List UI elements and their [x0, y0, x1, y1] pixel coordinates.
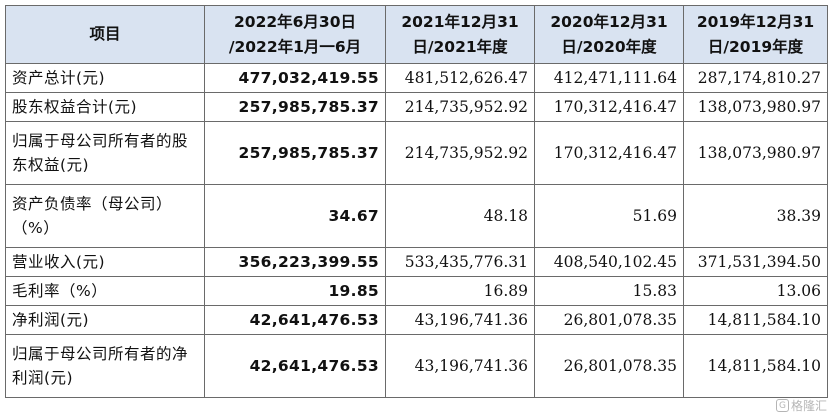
value-cell: 42,641,476.53 [204, 334, 386, 398]
header-2022h1: 2022年6月30日/2022年1月一6月 [204, 5, 386, 64]
value-cell: 477,032,419.55 [204, 63, 386, 93]
header-2021: 2021年12月31 日/2021年度 [385, 5, 535, 64]
header-2020: 2020年12月31 日/2020年度 [534, 5, 684, 64]
value-cell: 51.69 [534, 184, 684, 248]
row-label: 归属于母公司所有者的股东权益(元) [5, 121, 205, 185]
table-row: 资产负债率（母公司）（%） 34.67 48.18 51.69 38.39 [5, 184, 828, 248]
value-cell: 16.89 [385, 276, 535, 306]
value-cell: 34.67 [204, 184, 386, 248]
value-cell: 14,811,584.10 [683, 334, 828, 398]
table-row: 资产总计(元) 477,032,419.55 481,512,626.47 41… [5, 63, 828, 93]
value-cell: 43,196,741.36 [385, 305, 535, 335]
value-cell: 42,641,476.53 [204, 305, 386, 335]
value-cell: 257,985,785.37 [204, 121, 386, 185]
table-row: 毛利率（%） 19.85 16.89 15.83 13.06 [5, 276, 828, 306]
row-label: 营业收入(元) [5, 247, 205, 277]
value-cell: 48.18 [385, 184, 535, 248]
value-cell: 170,312,416.47 [534, 92, 684, 122]
table-row: 净利润(元) 42,641,476.53 43,196,741.36 26,80… [5, 305, 828, 335]
value-cell: 287,174,810.27 [683, 63, 828, 93]
header-item: 项目 [5, 5, 205, 64]
value-cell: 19.85 [204, 276, 386, 306]
watermark-text: 格隆汇 [790, 399, 827, 413]
value-cell: 356,223,399.55 [204, 247, 386, 277]
value-cell: 13.06 [683, 276, 828, 306]
value-cell: 257,985,785.37 [204, 92, 386, 122]
value-cell: 138,073,980.97 [683, 121, 828, 185]
row-label: 净利润(元) [5, 305, 205, 335]
value-cell: 214,735,952.92 [385, 121, 535, 185]
row-label: 资产负债率（母公司）（%） [5, 184, 205, 248]
header-2019: 2019年12月31 日/2019年度 [683, 5, 828, 64]
value-cell: 15.83 [534, 276, 684, 306]
watermark-logo: G 格隆汇 [775, 397, 827, 414]
value-cell: 138,073,980.97 [683, 92, 828, 122]
value-cell: 170,312,416.47 [534, 121, 684, 185]
value-cell: 38.39 [683, 184, 828, 248]
table-row: 营业收入(元) 356,223,399.55 533,435,776.31 40… [5, 247, 828, 277]
table-row: 归属于母公司所有者的净利润(元) 42,641,476.53 43,196,74… [5, 334, 828, 398]
value-cell: 371,531,394.50 [683, 247, 828, 277]
value-cell: 214,735,952.92 [385, 92, 535, 122]
watermark-icon: G [775, 399, 789, 412]
value-cell: 412,471,111.64 [534, 63, 684, 93]
row-label: 股东权益合计(元) [5, 92, 205, 122]
row-label: 资产总计(元) [5, 63, 205, 93]
value-cell: 481,512,626.47 [385, 63, 535, 93]
row-label: 归属于母公司所有者的净利润(元) [5, 334, 205, 398]
value-cell: 14,811,584.10 [683, 305, 828, 335]
value-cell: 26,801,078.35 [534, 305, 684, 335]
financial-summary-table: 项目 2022年6月30日/2022年1月一6月 2021年12月31 日/202… [5, 5, 828, 398]
value-cell: 26,801,078.35 [534, 334, 684, 398]
table-row: 股东权益合计(元) 257,985,785.37 214,735,952.92 … [5, 92, 828, 122]
table-row: 归属于母公司所有者的股东权益(元) 257,985,785.37 214,735… [5, 121, 828, 185]
value-cell: 408,540,102.45 [534, 247, 684, 277]
value-cell: 533,435,776.31 [385, 247, 535, 277]
row-label: 毛利率（%） [5, 276, 205, 306]
value-cell: 43,196,741.36 [385, 334, 535, 398]
header-row: 项目 2022年6月30日/2022年1月一6月 2021年12月31 日/202… [5, 5, 828, 64]
